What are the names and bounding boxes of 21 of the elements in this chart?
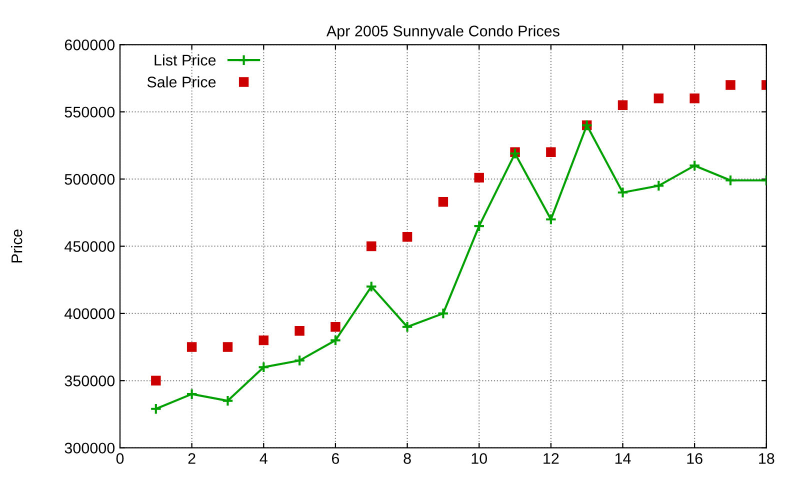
- x-tick-label: 14: [615, 453, 631, 464]
- y-tick-label: 500000: [64, 174, 115, 185]
- x-tick-label: 18: [759, 453, 774, 464]
- x-tick-label: 2: [188, 453, 196, 464]
- x-tick-label: 6: [332, 453, 340, 464]
- chart-title: Apr 2005 Sunnyvale Condo Prices: [326, 25, 560, 40]
- x-tick-label: 8: [404, 453, 411, 464]
- y-axis-title: Price: [11, 230, 22, 262]
- y-tick-label: 400000: [64, 308, 115, 320]
- legend-label: List Price: [154, 54, 216, 66]
- x-tick-label: 4: [260, 453, 268, 464]
- y-tick-label: 600000: [64, 40, 115, 50]
- x-tick-label: 12: [544, 453, 559, 464]
- x-tick-label: 0: [116, 453, 124, 464]
- x-tick-label: 10: [472, 453, 488, 464]
- y-tick-label: 450000: [64, 241, 115, 252]
- y-tick-label: 550000: [64, 106, 115, 118]
- legend-label: Sale Price: [147, 76, 216, 88]
- x-tick-label: 16: [687, 453, 702, 464]
- y-tick-label: 300000: [64, 442, 115, 454]
- y-tick-label: 350000: [64, 376, 115, 386]
